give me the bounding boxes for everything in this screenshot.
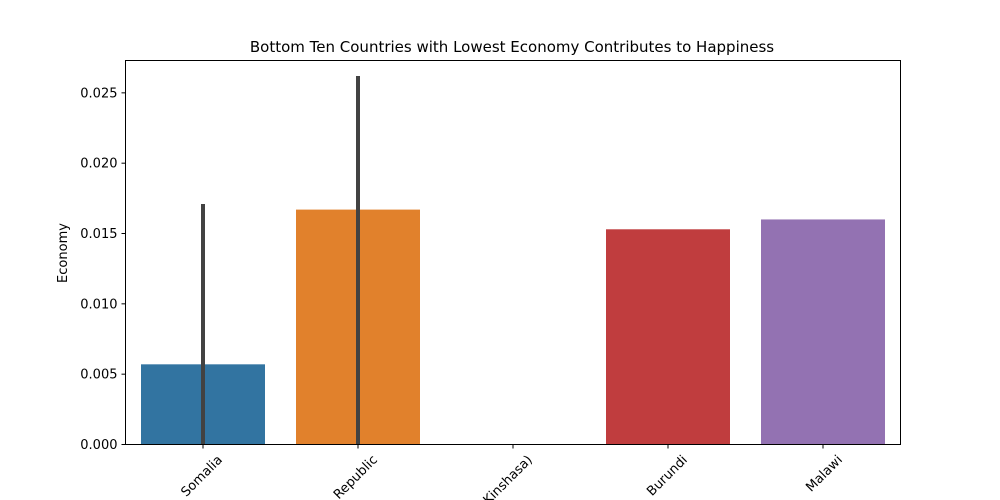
bars-layer xyxy=(141,209,885,445)
y-tick-label-2: 0.010 xyxy=(80,297,117,312)
y-tick-label-5: 0.025 xyxy=(80,86,117,101)
plot-frame xyxy=(125,60,901,445)
x-tick-label-0: Somalia xyxy=(178,453,225,500)
y-tick-label-1: 0.005 xyxy=(80,368,117,383)
bar-4 xyxy=(761,219,885,445)
x-tick-label-1: Republic xyxy=(331,453,381,500)
x-tick-label-4: Malawi xyxy=(803,453,845,495)
y-axis: 0.000 0.005 0.010 0.015 0.020 0.025 xyxy=(80,86,126,453)
y-axis-label: Economy xyxy=(56,223,71,283)
x-axis: Somalia Republic Kinshasa) Burundi Malawi xyxy=(178,444,846,500)
x-tick-label-2: Kinshasa) xyxy=(481,453,536,500)
error-bars-layer xyxy=(201,75,360,445)
y-tick-label-3: 0.015 xyxy=(80,227,117,242)
x-tick-label-3: Burundi xyxy=(644,453,691,500)
bar-3 xyxy=(606,229,730,445)
chart-title: Bottom Ten Countries with Lowest Economy… xyxy=(250,38,774,56)
y-tick-label-0: 0.000 xyxy=(80,438,117,453)
y-tick-label-4: 0.020 xyxy=(80,157,117,172)
